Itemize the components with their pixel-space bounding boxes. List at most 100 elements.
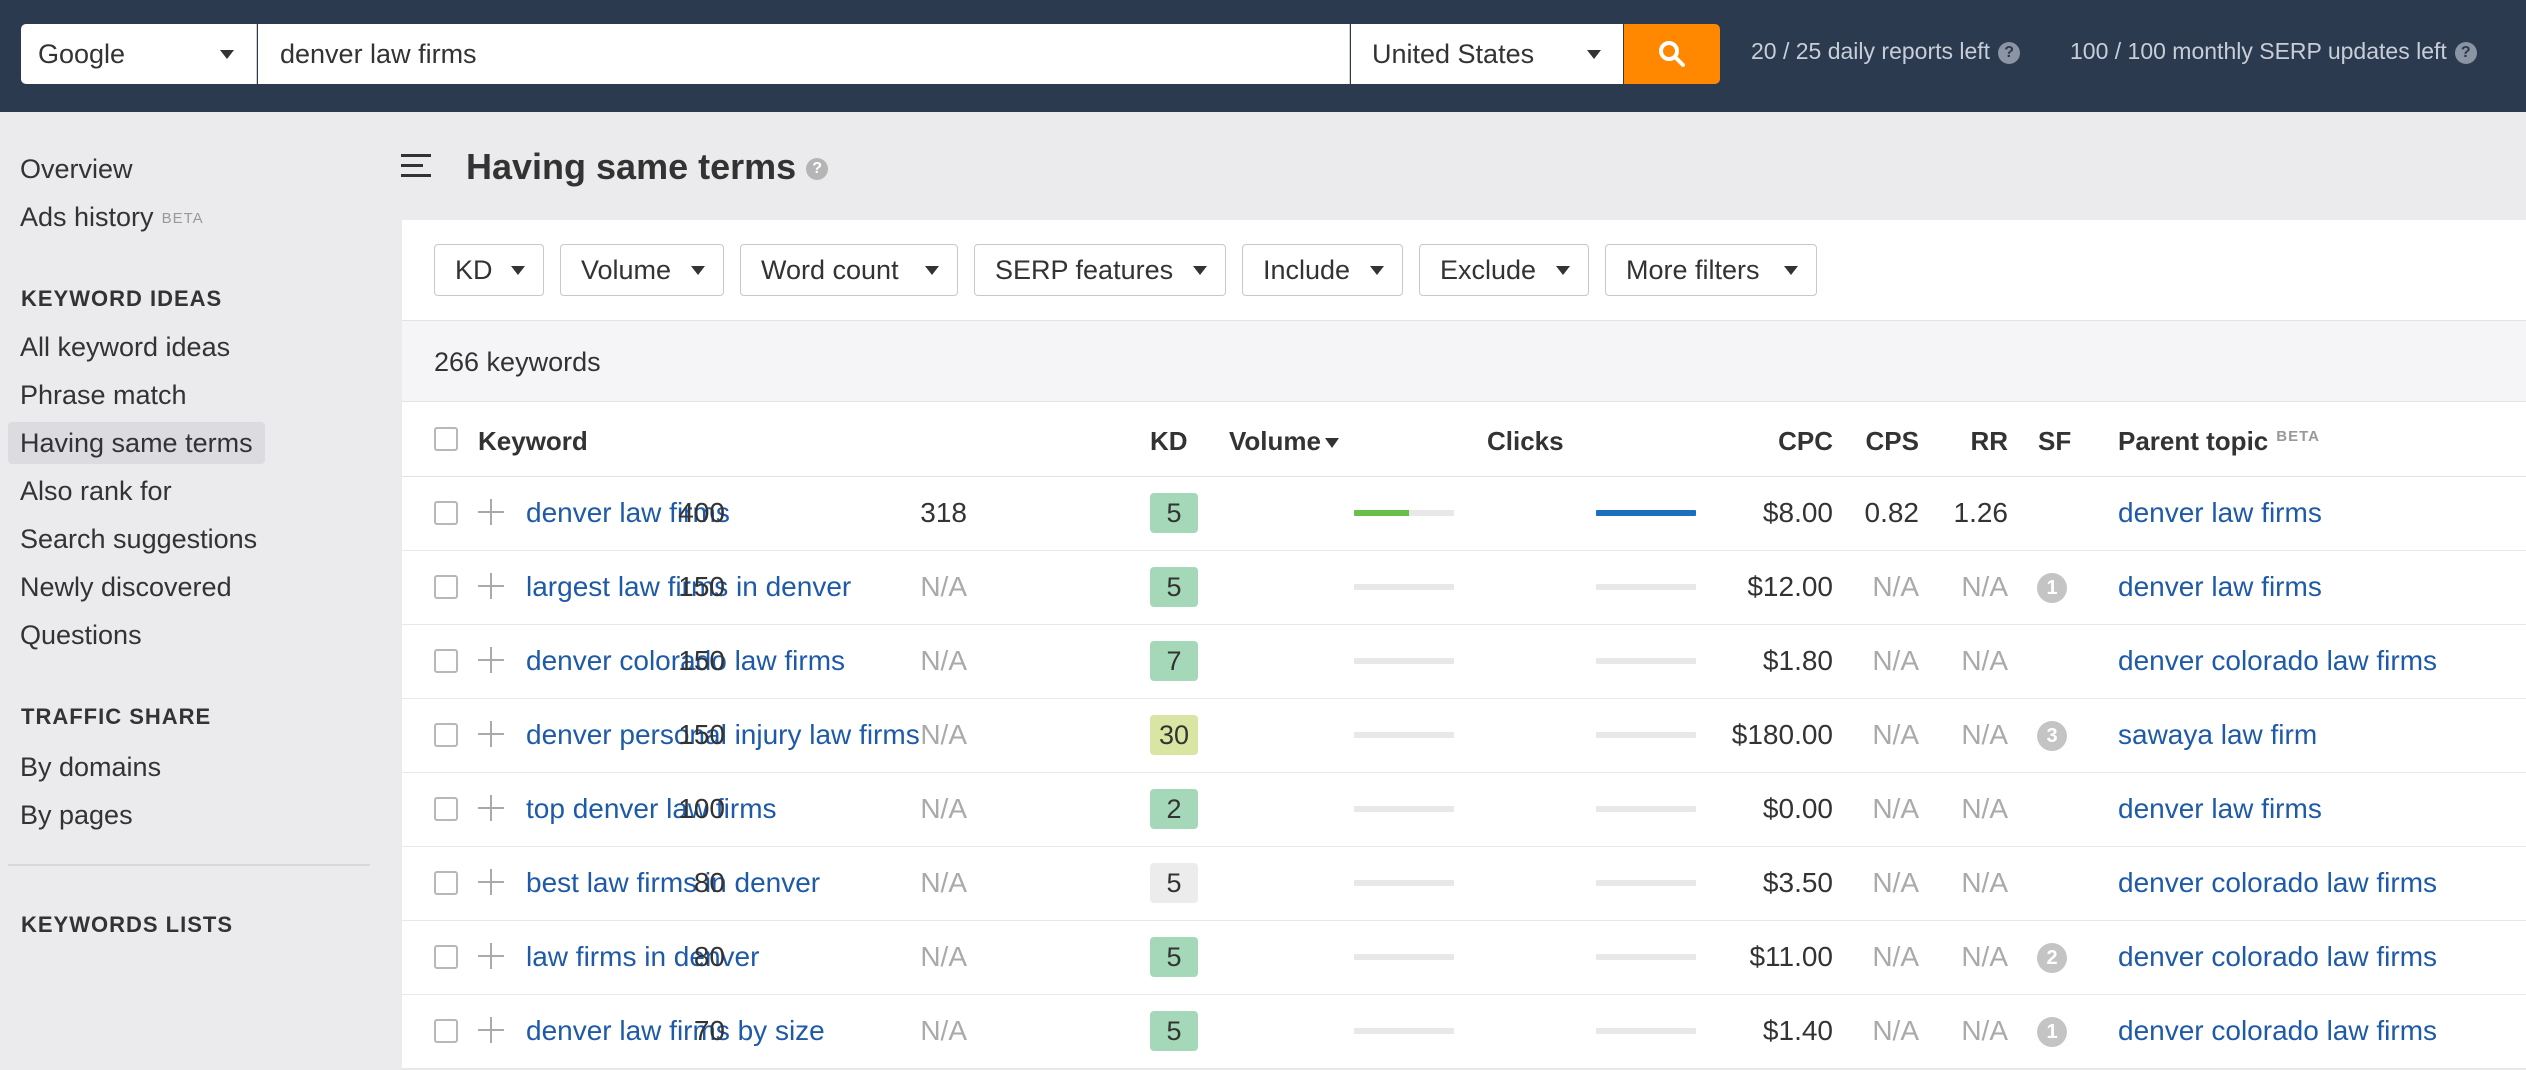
clicks-bar (1596, 1028, 1696, 1034)
volume-value: 150 (678, 645, 725, 677)
serp-features-badge[interactable]: 3 (2037, 721, 2067, 751)
sidebar-item-overview[interactable]: Overview (8, 148, 145, 190)
clicks-bar-fill (1596, 510, 1696, 516)
help-icon[interactable]: ? (1998, 42, 2020, 64)
row-checkbox[interactable] (434, 871, 458, 895)
column-header-volume[interactable]: Volume (1229, 426, 1339, 457)
hamburger-menu-icon[interactable] (401, 154, 431, 178)
page-title-text: Having same terms (466, 146, 796, 187)
parent-topic-link[interactable]: denver law firms (2118, 571, 2322, 603)
daily-reports-text: 20 / 25 daily reports left (1751, 38, 1990, 64)
add-to-list-icon[interactable] (478, 869, 504, 895)
sidebar-item-by-domains[interactable]: By domains (8, 746, 173, 788)
volume-bar-fill (1354, 510, 1409, 516)
volume-bar (1354, 806, 1454, 812)
parent-topic-link[interactable]: denver colorado law firms (2118, 645, 2437, 677)
cps-value: N/A (1872, 867, 1919, 899)
serp-updates-quota: 100 / 100 monthly SERP updates left? (2070, 38, 2477, 65)
parent-topic-link[interactable]: denver colorado law firms (2118, 941, 2437, 973)
section-heading-keywords-lists: KEYWORDS LISTS (21, 912, 233, 938)
row-checkbox[interactable] (434, 723, 458, 747)
parent-topic-link[interactable]: sawaya law firm (2118, 719, 2317, 751)
serp-features-badge[interactable]: 1 (2037, 1017, 2067, 1047)
row-checkbox[interactable] (434, 575, 458, 599)
column-header-cpc[interactable]: CPC (1778, 426, 1833, 457)
sidebar-item-having-same-terms[interactable]: Having same terms (8, 422, 265, 464)
column-header-kd[interactable]: KD (1150, 426, 1188, 457)
rr-value: N/A (1961, 867, 2008, 899)
add-to-list-icon[interactable] (478, 499, 504, 525)
beta-badge: BETA (2276, 428, 2320, 445)
parent-topic-link[interactable]: denver law firms (2118, 793, 2322, 825)
keyword-link[interactable]: denver law firms by size (526, 1015, 825, 1047)
add-to-list-icon[interactable] (478, 943, 504, 969)
keyword-search-input[interactable] (258, 24, 1350, 84)
kd-badge: 30 (1150, 715, 1198, 755)
filter-serp-features-button[interactable]: SERP features (974, 244, 1226, 296)
row-checkbox[interactable] (434, 649, 458, 673)
country-select[interactable]: United States (1351, 24, 1623, 84)
table-header: Keyword KD Volume Clicks CPC CPS RR SF P… (402, 402, 2526, 478)
sidebar-item-search-suggestions[interactable]: Search suggestions (8, 518, 269, 560)
sidebar-item-questions[interactable]: Questions (8, 614, 154, 656)
column-header-sf[interactable]: SF (2038, 426, 2071, 457)
search-button[interactable] (1624, 24, 1720, 84)
add-to-list-icon[interactable] (478, 795, 504, 821)
add-to-list-icon[interactable] (478, 573, 504, 599)
sidebar-item-ads-history[interactable]: Ads history BETA (8, 196, 216, 238)
table-row: denver personal injury law firms 30 150 N/A… (402, 699, 2526, 774)
cpc-value: $3.50 (1763, 867, 1833, 899)
sidebar-item-newly-discovered[interactable]: Newly discovered (8, 566, 244, 608)
column-header-keyword[interactable]: Keyword (478, 426, 588, 457)
sort-desc-icon (1325, 438, 1339, 448)
help-icon[interactable]: ? (806, 158, 828, 180)
sidebar-item-by-pages[interactable]: By pages (8, 794, 145, 836)
serp-features-badge[interactable]: 1 (2037, 573, 2067, 603)
filter-kd-button[interactable]: KD (434, 244, 544, 296)
row-checkbox[interactable] (434, 501, 458, 525)
column-header-parent-topic[interactable]: Parent topic BETA (2118, 426, 2320, 457)
column-header-cps[interactable]: CPS (1866, 426, 1919, 457)
volume-value: 80 (694, 941, 725, 973)
country-value: United States (1372, 39, 1534, 69)
filter-exclude-button[interactable]: Exclude (1419, 244, 1589, 296)
kd-badge: 5 (1150, 863, 1198, 903)
filter-include-button[interactable]: Include (1242, 244, 1403, 296)
sidebar-item-label: Ads history (20, 202, 154, 232)
parent-topic-link[interactable]: denver colorado law firms (2118, 867, 2437, 899)
sidebar-item-all-keyword-ideas[interactable]: All keyword ideas (8, 326, 242, 368)
table-row: largest law firms in denver 5 150 N/A $12.00… (402, 551, 2526, 626)
filter-label: Volume (581, 255, 671, 285)
sidebar-item-also-rank-for[interactable]: Also rank for (8, 470, 184, 512)
cps-value: 0.82 (1865, 497, 1920, 529)
filter-word-count-button[interactable]: Word count (740, 244, 958, 296)
keyword-link[interactable]: top denver law firms (526, 793, 777, 825)
row-checkbox[interactable] (434, 945, 458, 969)
add-to-list-icon[interactable] (478, 721, 504, 747)
column-header-clicks[interactable]: Clicks (1487, 426, 1564, 457)
parent-topic-link[interactable]: denver law firms (2118, 497, 2322, 529)
keyword-link[interactable]: best law firms in denver (526, 867, 820, 899)
table-row: denver law firms 5 400 318 $8.00 0.82 1.26 denv… (402, 477, 2526, 552)
content-header: Having same terms? (375, 112, 2526, 220)
volume-bar (1354, 880, 1454, 886)
column-header-rr[interactable]: RR (1970, 426, 2008, 457)
parent-topic-link[interactable]: denver colorado law firms (2118, 1015, 2437, 1047)
serp-features-badge[interactable]: 2 (2037, 943, 2067, 973)
volume-value: 70 (694, 1015, 725, 1047)
clicks-bar (1596, 732, 1696, 738)
filter-more-filters-button[interactable]: More filters (1605, 244, 1817, 296)
rr-value: N/A (1961, 719, 2008, 751)
filter-label: SERP features (995, 255, 1173, 285)
add-to-list-icon[interactable] (478, 647, 504, 673)
cpc-value: $11.00 (1749, 941, 1833, 973)
select-all-checkbox[interactable] (434, 427, 458, 451)
add-to-list-icon[interactable] (478, 1017, 504, 1043)
sidebar-item-phrase-match[interactable]: Phrase match (8, 374, 199, 416)
row-checkbox[interactable] (434, 797, 458, 821)
row-checkbox[interactable] (434, 1019, 458, 1043)
search-engine-select[interactable]: Google (21, 24, 257, 84)
filter-volume-button[interactable]: Volume (560, 244, 724, 296)
clicks-value: N/A (920, 645, 967, 677)
help-icon[interactable]: ? (2455, 42, 2477, 64)
